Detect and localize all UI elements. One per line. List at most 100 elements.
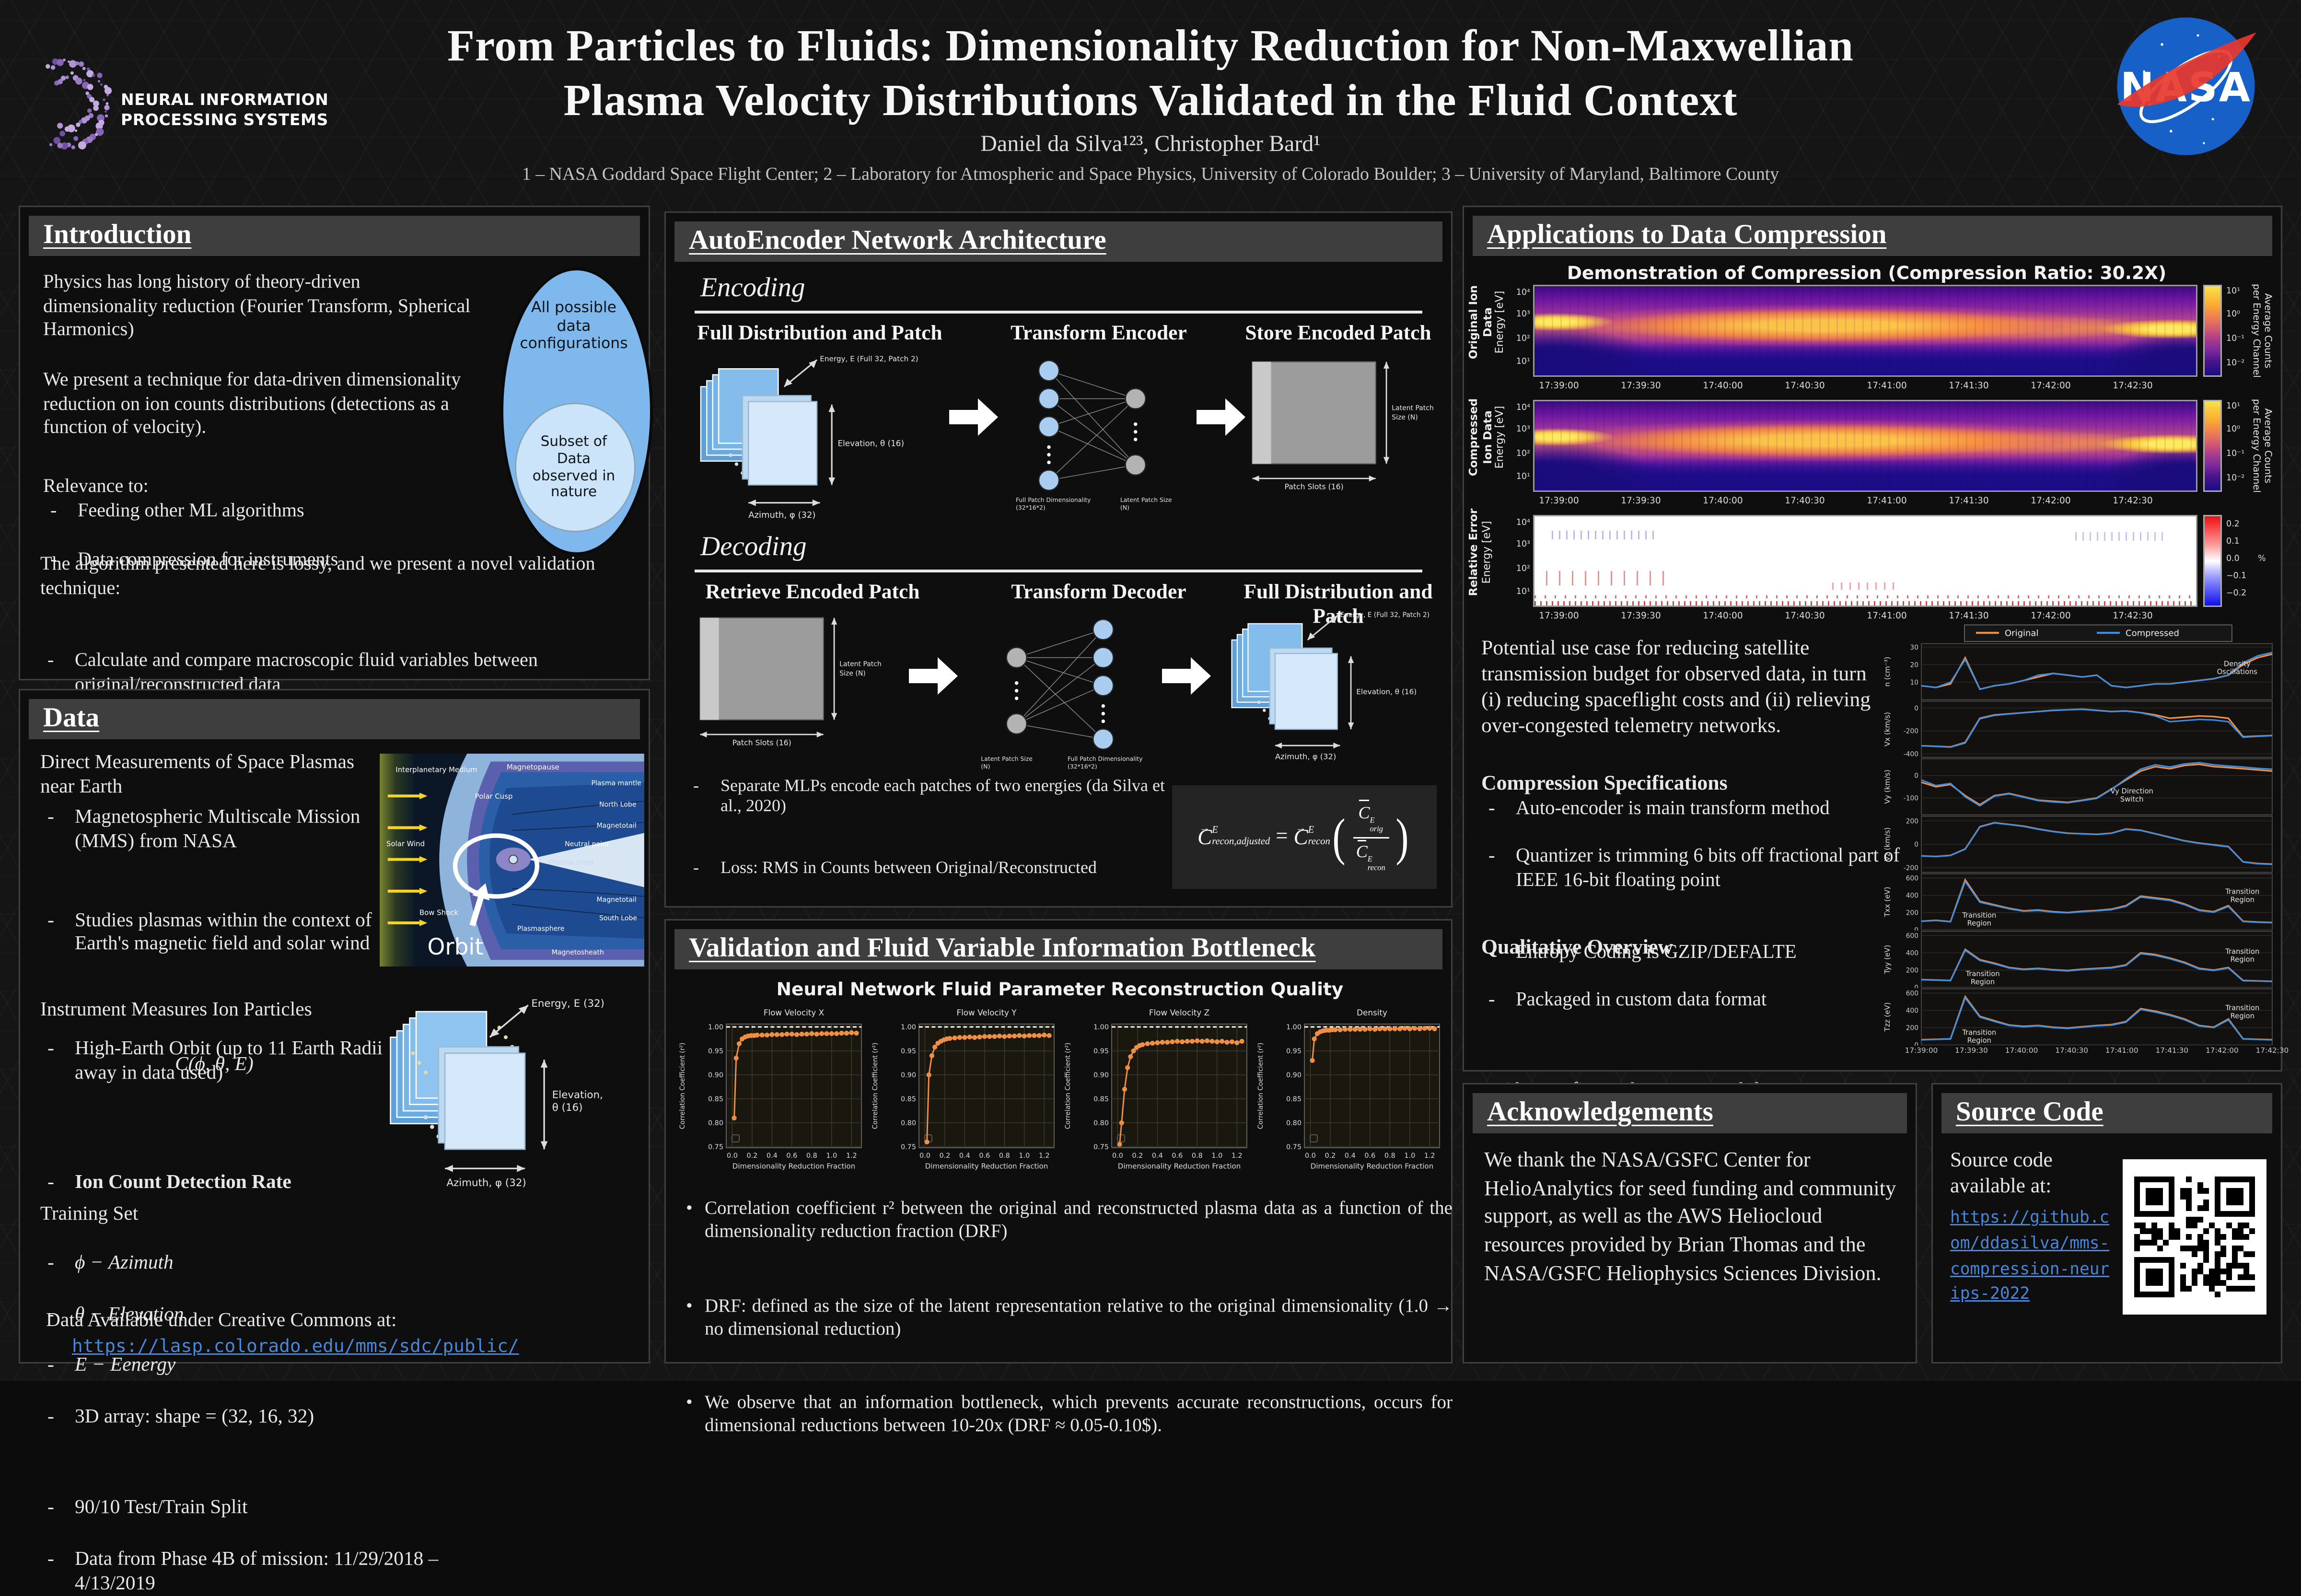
svg-text:Vz (km/s): Vz (km/s) <box>1883 827 1892 862</box>
relerr-ytick: 10⁴ <box>1516 519 1530 528</box>
svg-text:Dimensionality Reduction Fract: Dimensionality Reduction Fraction <box>1118 1162 1241 1171</box>
source-text-line1: Source code <box>1950 1149 2053 1172</box>
svg-text:1.0: 1.0 <box>1211 1152 1222 1160</box>
neurips-logo-icon <box>46 58 112 150</box>
spec2-cbar-tick: 10⁻² <box>2226 475 2245 483</box>
validation-panel: Validation and Fluid Variable Informatio… <box>664 919 1453 1436</box>
spec2-ytick: 10² <box>1516 450 1530 459</box>
spec1-cbar-label: Average Counts per Energy Channel <box>2250 284 2274 378</box>
stack-energy-label: Energy, E (32) <box>531 998 604 1010</box>
svg-text:0.85: 0.85 <box>1093 1095 1109 1103</box>
venn-inner-label: Subset of Data observed in nature <box>532 434 616 501</box>
ack-text: We thank the NASA/GSFC Center for HelioA… <box>1484 1149 1896 1286</box>
time-tick: 17:42:30 <box>2113 381 2153 391</box>
validation-subplot: 0.0 0.2 0.4 0.6 0.8 1.0 1.2 1.00 0.95 0.90 0.85 0.8… <box>872 1008 1055 1171</box>
patch-latent-label1: Latent Patch <box>1392 404 1434 412</box>
timeseries-panel: 10 20 30 n (cm⁻³) Density Oscillations <box>1883 643 2273 700</box>
spec-item: Quantizer is trimming 6 bits off fractio… <box>1481 845 1910 892</box>
svg-text:0.90: 0.90 <box>708 1072 723 1079</box>
svg-text:0.95: 0.95 <box>1093 1048 1109 1055</box>
neurips-line1: NEURAL INFORMATION <box>121 91 329 109</box>
validation-bullet: DRF: defined as the size of the latent r… <box>686 1294 1453 1340</box>
timeseries-panel: 0 200 400 600 Tyy (eV) Transition Region Transi… <box>1883 931 2273 988</box>
svg-text:600: 600 <box>1906 990 1918 998</box>
dec-col2-heading: Transform Decoder <box>1011 581 1186 604</box>
time-tick: 17:40:30 <box>1785 381 1825 391</box>
svg-text:Tyy (eV): Tyy (eV) <box>1883 945 1892 975</box>
svg-text:Dimensionality Reduction Fract: Dimensionality Reduction Fraction <box>925 1162 1048 1171</box>
time-tick: 17:39:30 <box>1621 611 1661 621</box>
svg-text:0: 0 <box>1914 927 1918 931</box>
relative-error-heatmap <box>1533 515 2197 607</box>
svg-text:Dimensionality Reduction Fract: Dimensionality Reduction Fraction <box>1311 1162 1433 1171</box>
ion-distribution-stack: Energy, E (32) Elevation, θ (16) Azimuth… <box>390 998 604 1189</box>
applications-panel: Applications to Data Compression Demonst… <box>1463 206 2289 1246</box>
validation-header-bar: Validation and Fluid Variable Informatio… <box>674 929 1442 969</box>
svg-text:0.85: 0.85 <box>1286 1095 1302 1103</box>
introduction-panel: Introduction Physics has long history of… <box>19 206 653 767</box>
relerr-cbar-label: % <box>2258 555 2266 564</box>
svg-text:0.80: 0.80 <box>708 1119 723 1127</box>
validation-bullet: Correlation coefficient r² between the o… <box>686 1197 1453 1242</box>
enc-distribution-stack: Energy, E (Full 32, Patch 2) Elevation, … <box>700 355 918 520</box>
svg-text:0.4: 0.4 <box>767 1152 778 1160</box>
time-tick: 17:40:00 <box>1703 381 1743 391</box>
svg-text:0.85: 0.85 <box>901 1095 916 1103</box>
apps-paragraph-1: Potential use case for reducing satellit… <box>1481 637 1871 738</box>
enc-stored-patch: Latent Patch Size (N) Patch Slots (16) <box>1252 361 1434 491</box>
svg-text:0.75: 0.75 <box>1286 1143 1302 1151</box>
source-code-panel: Source Code Source code available at: ht… <box>1931 1083 2282 1363</box>
symbol-item: E − Eenergy <box>40 1354 420 1378</box>
svg-text:(N): (N) <box>981 763 990 770</box>
data-paragraph-1: Direct Measurements of Space Plasmas nea… <box>40 751 355 797</box>
training-label: Training Set <box>40 1202 139 1224</box>
venn-diagram-inner <box>515 403 636 532</box>
enc-stack-elevation-label: Elevation, θ (16) <box>838 439 904 448</box>
svg-text:-200: -200 <box>1904 728 1918 735</box>
svg-text:Polar Cusp: Polar Cusp <box>475 792 513 801</box>
svg-text:Energy, E (Full 32, Patch 2): Energy, E (Full 32, Patch 2) <box>1340 611 1429 619</box>
intro-paragraph-3: The algorithm presented here is lossy, a… <box>40 552 595 598</box>
svg-text:0: 0 <box>1914 772 1918 780</box>
svg-text:0: 0 <box>1914 841 1918 849</box>
timeseries-panel: 0 200 400 600 Tzz (eV) Transition Region Transi… <box>1883 988 2273 1046</box>
time-tick: 17:41:30 <box>1949 611 1989 621</box>
svg-text:20: 20 <box>1910 661 1918 669</box>
enc-arrow-1-icon <box>949 398 998 436</box>
enc-col2-heading: Transform Encoder <box>1011 322 1187 345</box>
svg-text:Bow Shock: Bow Shock <box>419 908 458 917</box>
svg-text:Magnetosheath: Magnetosheath <box>552 949 604 956</box>
svg-text:(32*16*2): (32*16*2) <box>1016 504 1046 511</box>
time-tick: 17:41:00 <box>1867 611 1907 621</box>
spec2-time-axis: 17:39:00 17:39:30 17:40:00 17:40:30 17:41:00… <box>1464 496 2284 511</box>
svg-text:Correlation Coefficient (r²): Correlation Coefficient (r²) <box>872 1043 879 1130</box>
svg-text:10: 10 <box>1910 679 1918 687</box>
autoencoder-panel: AutoEncoder Network Architecture Encodin… <box>664 211 1453 1016</box>
spec1-ylabel: Original Ion Data Energy [eV] <box>1467 285 1507 360</box>
nasa-logo-icon: NASA <box>2117 17 2256 155</box>
relerr-cbar-tick: 0.2 <box>2226 521 2240 529</box>
cc-link[interactable]: https://lasp.colorado.edu/mms/sdc/public… <box>72 1335 519 1356</box>
spec2-ytick: 10³ <box>1516 426 1530 434</box>
time-tick: 17:40:30 <box>1785 496 1825 506</box>
acknowledgements-panel: Acknowledgements We thank the NASA/GSFC … <box>1463 1083 1917 1363</box>
svg-text:Magnetotail: Magnetotail <box>596 822 636 829</box>
source-code-link[interactable]: https://github.com/ddasilva/mms-compress… <box>1950 1207 2110 1304</box>
rate-formula: C(ϕ, θ, E) <box>175 1053 254 1074</box>
svg-text:400: 400 <box>1906 1007 1918 1015</box>
svg-text:0.75: 0.75 <box>901 1143 916 1151</box>
svg-text:n (cm⁻³): n (cm⁻³) <box>1883 657 1892 687</box>
svg-text:Solar Wind: Solar Wind <box>386 839 425 848</box>
spec1-ytick: 10¹ <box>1516 358 1530 367</box>
svg-text:(N): (N) <box>1120 504 1129 511</box>
intro-paragraph-1: Physics has long history of theory-drive… <box>43 270 471 340</box>
svg-text:Latent Patch: Latent Patch <box>839 660 882 668</box>
svg-text:0.75: 0.75 <box>708 1143 723 1151</box>
spec2-cbar-tick: 10⁰ <box>2226 426 2241 434</box>
poster-authors: Daniel da Silva¹²³, Christopher Bard¹ <box>980 132 1321 157</box>
timeseries-panel: 0 200 400 600 Txx (eV) Transition Region Transi… <box>1883 873 2273 931</box>
